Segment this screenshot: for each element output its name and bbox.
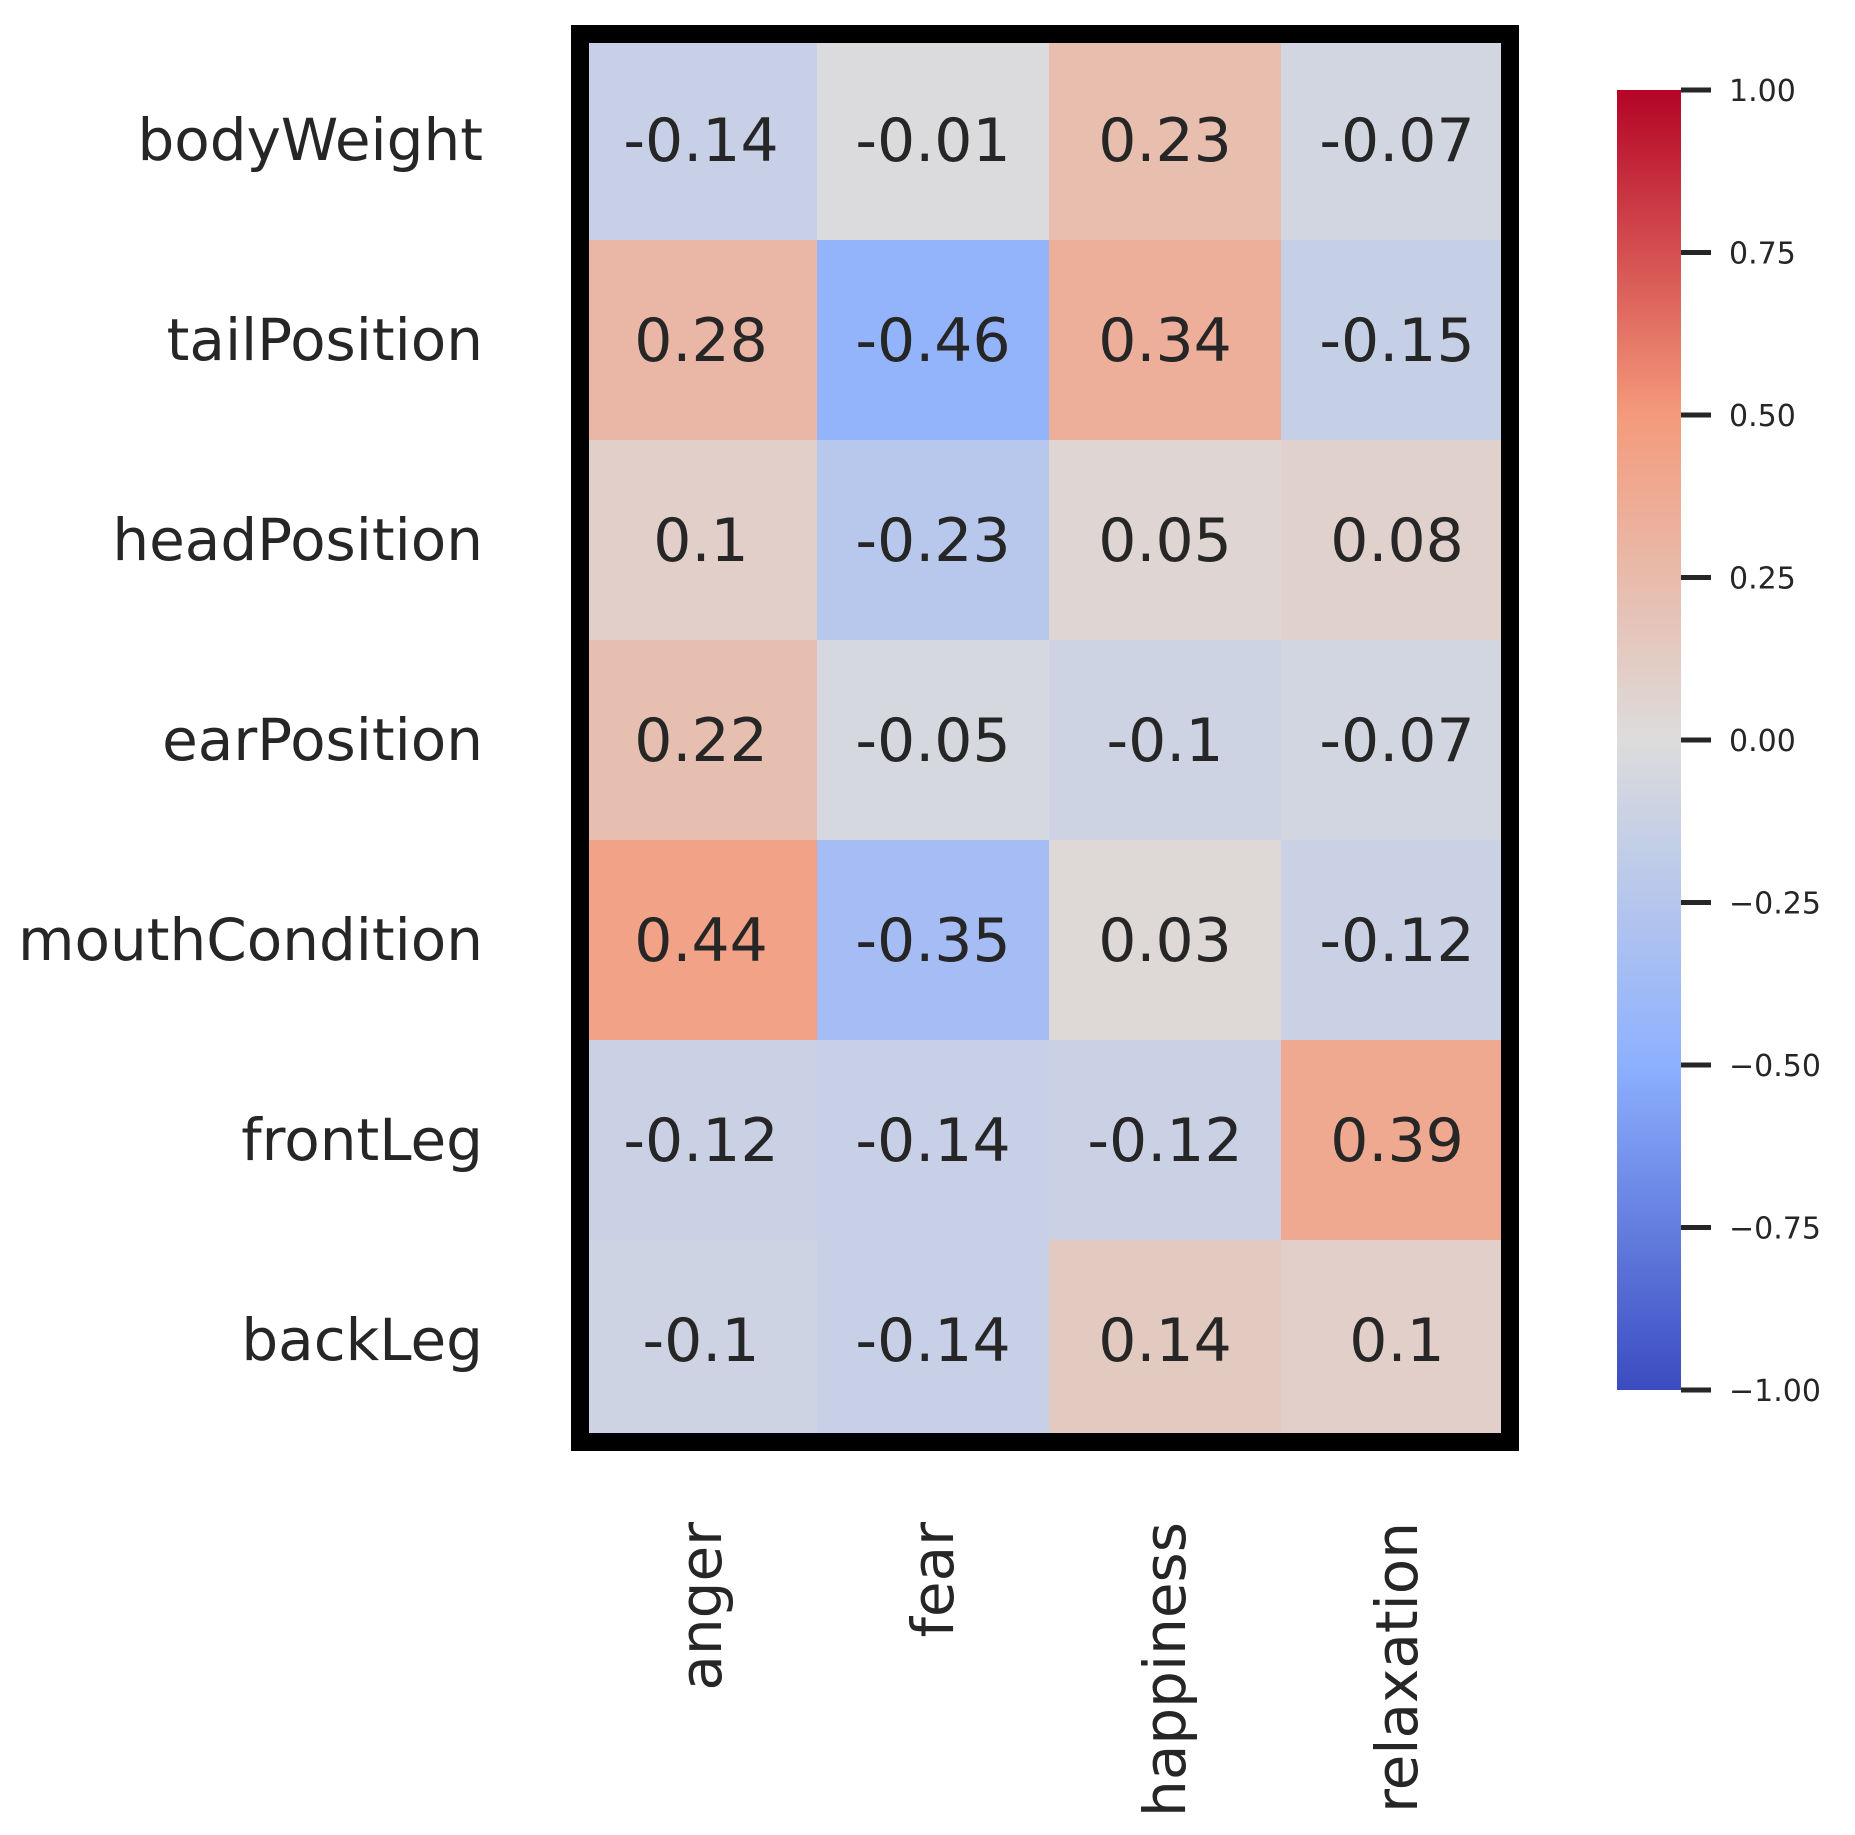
row-label-earPosition: earPosition (162, 706, 483, 774)
cell-value-frontLeg-relaxation: 0.39 (1330, 1106, 1464, 1176)
heatmap-cell-frontLeg-relaxation (1281, 1040, 1514, 1241)
colorbar-tick-label: −0.50 (1729, 1049, 1821, 1084)
cell-value-backLeg-happiness: 0.14 (1098, 1306, 1232, 1376)
row-label-tailPosition: tailPosition (167, 306, 483, 374)
cell-value-tailPosition-happiness: 0.34 (1098, 306, 1232, 376)
heatmap-cell-tailPosition-anger (585, 240, 818, 441)
colorbar-tick-label: −0.75 (1729, 1212, 1821, 1247)
colorbar-tick-label: −1.00 (1729, 1374, 1821, 1409)
row-labels: bodyWeight tailPosition headPosition earPos… (18, 106, 483, 1374)
column-labels: anger fear happiness relaxation (667, 1522, 1431, 1817)
heatmap-cell-earPosition-happiness (1049, 640, 1282, 841)
cell-value-backLeg-anger: -0.1 (642, 1306, 759, 1376)
column-label-relaxation: relaxation (1363, 1522, 1431, 1813)
heatmap-cell-headPosition-happiness (1049, 440, 1282, 641)
cell-value-tailPosition-anger: 0.28 (634, 306, 768, 376)
cell-value-headPosition-fear: -0.23 (855, 506, 1010, 576)
heatmap-cell-frontLeg-fear (817, 1040, 1050, 1241)
colorbar-tick-label: 0.75 (1729, 237, 1796, 272)
cell-value-bodyWeight-fear: -0.01 (855, 106, 1010, 176)
cell-value-mouthCondition-anger: 0.44 (634, 906, 768, 976)
heatmap-cell-bodyWeight-relaxation (1281, 40, 1514, 241)
column-label-anger: anger (667, 1522, 735, 1691)
cell-value-headPosition-anger: 0.1 (653, 506, 748, 576)
heatmap-cell-tailPosition-fear (817, 240, 1050, 441)
colorbar-tick-label: −0.25 (1729, 887, 1821, 922)
heatmap-cell-frontLeg-anger (585, 1040, 818, 1241)
colorbar-tick-label: 0.25 (1729, 562, 1796, 597)
column-label-fear: fear (899, 1522, 967, 1638)
row-label-frontLeg: frontLeg (241, 1106, 483, 1174)
heatmap-cell-backLeg-fear (817, 1240, 1050, 1441)
colorbar: 1.00 0.75 0.50 0.25 0.00 −0.25 −0.50 −0.75 −1.00 (1617, 74, 1821, 1409)
heatmap-cell-earPosition-fear (817, 640, 1050, 841)
cell-value-frontLeg-anger: -0.12 (623, 1106, 778, 1176)
heatmap-cell-earPosition-anger (585, 640, 818, 841)
heatmap-cells (585, 40, 1514, 1441)
cell-value-backLeg-fear: -0.14 (855, 1306, 1010, 1376)
heatmap-cell-mouthCondition-fear (817, 840, 1050, 1041)
heatmap-frame (571, 25, 1519, 1451)
row-label-backLeg: backLeg (241, 1306, 483, 1374)
heatmap-cell-backLeg-relaxation (1281, 1240, 1514, 1441)
heatmap-cell-bodyWeight-anger (585, 40, 818, 241)
cell-value-mouthCondition-happiness: 0.03 (1098, 906, 1232, 976)
cell-value-headPosition-happiness: 0.05 (1098, 506, 1232, 576)
heatmap-cell-backLeg-happiness (1049, 1240, 1282, 1441)
cell-value-tailPosition-fear: -0.46 (855, 306, 1010, 376)
heatmap-cell-tailPosition-relaxation (1281, 240, 1514, 441)
colorbar-tick-label: 0.50 (1729, 399, 1796, 434)
colorbar-tick-label: 0.00 (1729, 724, 1796, 759)
cell-value-labels: -0.14 -0.01 0.23 -0.07 0.28 -0.46 0.34 -0.15 0.1… (623, 106, 1474, 1376)
cell-value-mouthCondition-relaxation: -0.12 (1319, 906, 1474, 976)
heatmap-cell-backLeg-anger (585, 1240, 818, 1441)
cell-value-bodyWeight-happiness: 0.23 (1098, 106, 1232, 176)
cell-value-frontLeg-happiness: -0.12 (1087, 1106, 1242, 1176)
heatmap-cell-earPosition-relaxation (1281, 640, 1514, 841)
cell-value-earPosition-fear: -0.05 (855, 706, 1010, 776)
heatmap-cell-bodyWeight-fear (817, 40, 1050, 241)
colorbar-gradient (1617, 90, 1681, 1390)
heatmap-cell-mouthCondition-relaxation (1281, 840, 1514, 1041)
cell-value-earPosition-anger: 0.22 (634, 706, 768, 776)
cell-value-mouthCondition-fear: -0.35 (855, 906, 1010, 976)
cell-value-tailPosition-relaxation: -0.15 (1319, 306, 1474, 376)
colorbar-tick-label: 1.00 (1729, 74, 1796, 109)
heatmap-cell-tailPosition-happiness (1049, 240, 1282, 441)
column-label-happiness: happiness (1131, 1522, 1199, 1817)
cell-value-bodyWeight-anger: -0.14 (623, 106, 778, 176)
cell-value-earPosition-relaxation: -0.07 (1319, 706, 1474, 776)
heatmap-cell-bodyWeight-happiness (1049, 40, 1282, 241)
heatmap-cell-headPosition-fear (817, 440, 1050, 641)
row-label-bodyWeight: bodyWeight (137, 106, 483, 174)
heatmap-cell-mouthCondition-happiness (1049, 840, 1282, 1041)
row-label-mouthCondition: mouthCondition (18, 906, 483, 974)
heatmap-cell-frontLeg-happiness (1049, 1040, 1282, 1241)
heatmap-cell-headPosition-relaxation (1281, 440, 1514, 641)
cell-value-headPosition-relaxation: 0.08 (1330, 506, 1464, 576)
heatmap-cell-headPosition-anger (585, 440, 818, 641)
cell-value-backLeg-relaxation: 0.1 (1349, 1306, 1444, 1376)
cell-value-frontLeg-fear: -0.14 (855, 1106, 1010, 1176)
heatmap-cell-mouthCondition-anger (585, 840, 818, 1041)
row-label-headPosition: headPosition (112, 506, 483, 574)
cell-value-bodyWeight-relaxation: -0.07 (1319, 106, 1474, 176)
cell-value-earPosition-happiness: -0.1 (1106, 706, 1223, 776)
